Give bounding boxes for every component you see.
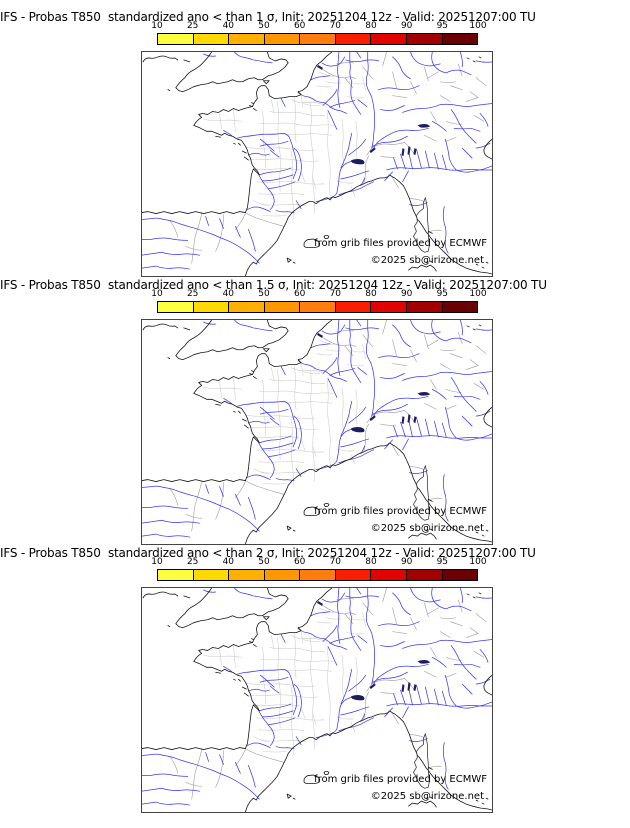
lakes xyxy=(317,332,431,433)
tick-label: 25 xyxy=(186,21,199,31)
country-borders xyxy=(169,588,487,800)
colorbar-swatch xyxy=(193,34,230,44)
grib-credit-text: from grib files provided by ECMWF xyxy=(314,238,487,249)
colorbar-swatch xyxy=(371,302,407,312)
tick-label: 60 xyxy=(293,21,306,31)
colorbar-swatch xyxy=(300,570,336,580)
copyright-text: ©2025 sb@irizone.net xyxy=(370,791,484,802)
panel-sigma-1-5: IFS - Probas T850 standardized ano < tha… xyxy=(0,268,630,545)
colorbar-swatch xyxy=(264,302,301,312)
department-borders xyxy=(203,71,366,219)
colorbar-swatch xyxy=(229,34,265,44)
colorbar-swatch xyxy=(442,570,478,580)
colorbar-tick-labels: 10 25 40 50 60 70 80 90 95 100 xyxy=(0,289,630,300)
department-borders xyxy=(203,607,366,755)
copyright-text: ©2025 sb@irizone.net xyxy=(370,523,484,534)
rivers xyxy=(142,320,492,538)
tick-label: 50 xyxy=(258,557,270,567)
tick-label: 60 xyxy=(293,289,306,299)
colorbar-swatch xyxy=(371,34,407,44)
colorbar-swatch xyxy=(442,34,478,44)
tick-label: 25 xyxy=(186,289,199,299)
colorbar-swatch xyxy=(406,34,443,44)
tick-label: 70 xyxy=(329,21,342,31)
colorbar-swatch xyxy=(442,302,478,312)
tick-label: 80 xyxy=(365,21,377,31)
tick-label: 80 xyxy=(365,557,377,567)
rivers xyxy=(142,52,492,270)
tick-label: 40 xyxy=(222,557,235,567)
colorbar-tick-labels: 10 25 40 50 60 70 80 90 95 100 xyxy=(0,557,630,568)
tick-label: 40 xyxy=(222,289,235,299)
colorbar-swatch xyxy=(193,570,230,580)
probability-colorbar xyxy=(157,33,478,45)
colorbar-swatch xyxy=(335,570,372,580)
tick-label: 90 xyxy=(400,289,413,299)
tick-label: 40 xyxy=(222,21,235,31)
tick-label: 100 xyxy=(469,557,487,567)
grib-credit-text: from grib files provided by ECMWF xyxy=(314,506,487,517)
tick-label: 50 xyxy=(258,289,270,299)
colorbar-swatch xyxy=(264,34,301,44)
panel-title: IFS - Probas T850 standardized ano < tha… xyxy=(0,278,547,292)
coastlines xyxy=(142,320,492,544)
copyright-text: ©2025 sb@irizone.net xyxy=(370,255,484,266)
colorbar-swatch xyxy=(229,302,265,312)
colorbar-swatch xyxy=(158,34,194,44)
rivers xyxy=(142,588,492,806)
tick-label: 95 xyxy=(436,289,449,299)
map-france: from grib files provided by ECMWF ©2025 … xyxy=(141,587,493,813)
tick-label: 10 xyxy=(151,21,163,31)
colorbar-swatch xyxy=(158,570,194,580)
tick-label: 10 xyxy=(151,289,163,299)
colorbar-swatch xyxy=(193,302,230,312)
tick-label: 95 xyxy=(436,557,449,567)
tick-label: 95 xyxy=(436,21,449,31)
colorbar-swatch xyxy=(335,302,372,312)
panel-title: IFS - Probas T850 standardized ano < tha… xyxy=(0,10,536,24)
colorbar-swatch xyxy=(406,570,443,580)
map-france: from grib files provided by ECMWF ©2025 … xyxy=(141,51,493,277)
tick-label: 100 xyxy=(469,21,487,31)
france-map-svg xyxy=(142,588,492,812)
tick-label: 80 xyxy=(365,289,377,299)
colorbar-swatch xyxy=(335,34,372,44)
tick-label: 10 xyxy=(151,557,163,567)
department-borders xyxy=(203,339,366,487)
lakes xyxy=(317,600,431,701)
france-map-svg xyxy=(142,52,492,276)
grib-credit-text: from grib files provided by ECMWF xyxy=(314,774,487,785)
panel-title: IFS - Probas T850 standardized ano < tha… xyxy=(0,546,536,560)
country-borders xyxy=(169,52,487,264)
coastlines xyxy=(142,52,492,276)
tick-label: 90 xyxy=(400,557,413,567)
colorbar-tick-labels: 10 25 40 50 60 70 80 90 95 100 xyxy=(0,21,630,32)
tick-label: 25 xyxy=(186,557,199,567)
panel-sigma-2: IFS - Probas T850 standardized ano < tha… xyxy=(0,536,630,813)
lakes xyxy=(317,64,431,165)
colorbar-swatch xyxy=(300,34,336,44)
coastlines xyxy=(142,588,492,812)
probability-colorbar xyxy=(157,569,478,581)
colorbar-swatch xyxy=(158,302,194,312)
colorbar-swatch xyxy=(406,302,443,312)
colorbar-swatch xyxy=(229,570,265,580)
tick-label: 60 xyxy=(293,557,306,567)
panel-sigma-1: IFS - Probas T850 standardized ano < tha… xyxy=(0,0,630,277)
tick-label: 90 xyxy=(400,21,413,31)
tick-label: 50 xyxy=(258,21,270,31)
tick-label: 100 xyxy=(469,289,487,299)
colorbar-swatch xyxy=(371,570,407,580)
tick-label: 70 xyxy=(329,289,342,299)
probability-colorbar xyxy=(157,301,478,313)
colorbar-swatch xyxy=(300,302,336,312)
colorbar-swatch xyxy=(264,570,301,580)
map-france: from grib files provided by ECMWF ©2025 … xyxy=(141,319,493,545)
tick-label: 70 xyxy=(329,557,342,567)
france-map-svg xyxy=(142,320,492,544)
